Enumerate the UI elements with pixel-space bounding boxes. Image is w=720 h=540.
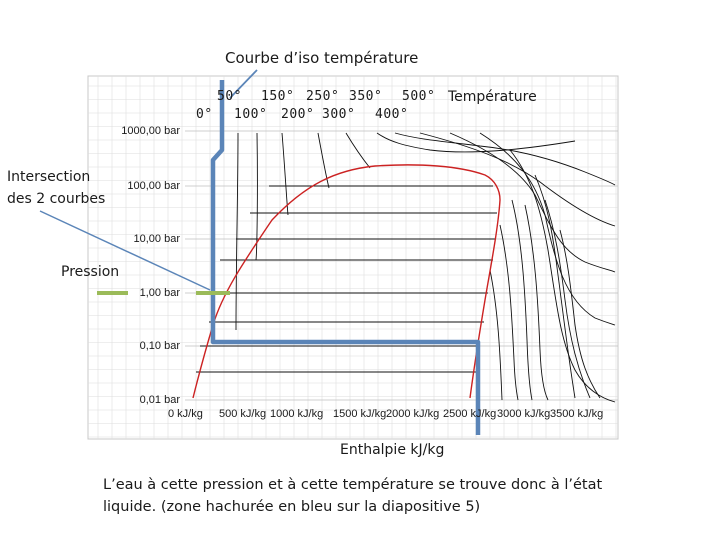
temp-tick-400: 400°: [375, 107, 409, 122]
isotherm-700: [559, 229, 601, 399]
temp-tick-200: 200°: [281, 107, 315, 122]
temp-tick-350: 350°: [349, 89, 383, 104]
tie-lines: [196, 185, 497, 373]
isotherm-500: [479, 132, 616, 326]
intersection-label-line2: des 2 courbes: [7, 191, 106, 207]
isotherm-50: [235, 132, 239, 331]
isotherm-600: [534, 174, 576, 399]
enthalpy-label: Enthalpie kJ/kg: [340, 442, 445, 458]
isotherm-400: [419, 132, 616, 227]
y-tick-1bar: 1,00 bar: [139, 287, 180, 299]
chart-frame: [87, 75, 619, 440]
diagram-title: Courbe d’iso température: [225, 49, 419, 67]
isotherm-vapor-3: [499, 224, 519, 401]
caption: L’eau à cette pression et à cette tempér…: [103, 474, 633, 518]
isotherm-vapor-2: [524, 204, 549, 401]
pressure-label: Pression: [61, 264, 120, 280]
temp-tick-50: 50°: [217, 89, 242, 104]
isotherm-100: [255, 132, 258, 261]
temperature-label: Température: [448, 89, 537, 105]
intersection-pointer: [39, 210, 211, 291]
isotherm-150: [281, 132, 289, 216]
highlight-isotherm-and-isobar: [210, 80, 481, 435]
isotherm-550: [509, 149, 616, 403]
y-tick-0.01bar: 0,01 bar: [139, 394, 180, 406]
isotherm-vapor-4: [489, 269, 503, 401]
x-tick-3500: 3500 kJ/kg: [550, 408, 604, 420]
x-tick-1500: 1500 kJ/kg: [333, 408, 387, 420]
x-tick-1000: 1000 kJ/kg: [270, 408, 324, 420]
title-pointer: [229, 69, 258, 99]
x-tick-2500: 2500 kJ/kg: [443, 408, 497, 420]
y-tick-0.1bar: 0,10 bar: [139, 340, 180, 352]
saturation-dome: [192, 164, 501, 399]
x-tick-3000: 3000 kJ/kg: [497, 408, 551, 420]
isotherm-650: [544, 199, 591, 399]
isotherm-300: [376, 132, 576, 153]
highlight-path: [210, 80, 481, 435]
x-tick-500: 500 kJ/kg: [219, 408, 267, 420]
y-tick-10bar: 10,00 bar: [133, 233, 180, 245]
x-tick-0: 0 kJ/kg: [168, 408, 203, 420]
x-tick-2000: 2000 kJ/kg: [386, 408, 440, 420]
isotherm-vapor-1: [511, 199, 533, 401]
temp-tick-0: 0°: [196, 107, 213, 122]
isotherms: [235, 132, 616, 403]
temp-tick-300: 300°: [322, 107, 356, 122]
caption-line1: L’eau à cette pression et à cette tempér…: [103, 477, 603, 493]
isotherm-250: [345, 132, 371, 169]
grid: [88, 76, 618, 439]
intersection-label-line1: Intersection: [7, 169, 91, 185]
caption-line2: liquide. (zone hachurée en bleu sur la d…: [103, 499, 481, 515]
temp-tick-500: 500°: [402, 89, 436, 104]
temp-tick-150: 150°: [261, 89, 295, 104]
temp-tick-250: 250°: [306, 89, 340, 104]
y-tick-1000bar: 1000,00 bar: [121, 125, 180, 137]
temp-tick-100: 100°: [234, 107, 268, 122]
isotherm-350: [394, 132, 616, 186]
y-tick-100bar: 100,00 bar: [127, 180, 180, 192]
